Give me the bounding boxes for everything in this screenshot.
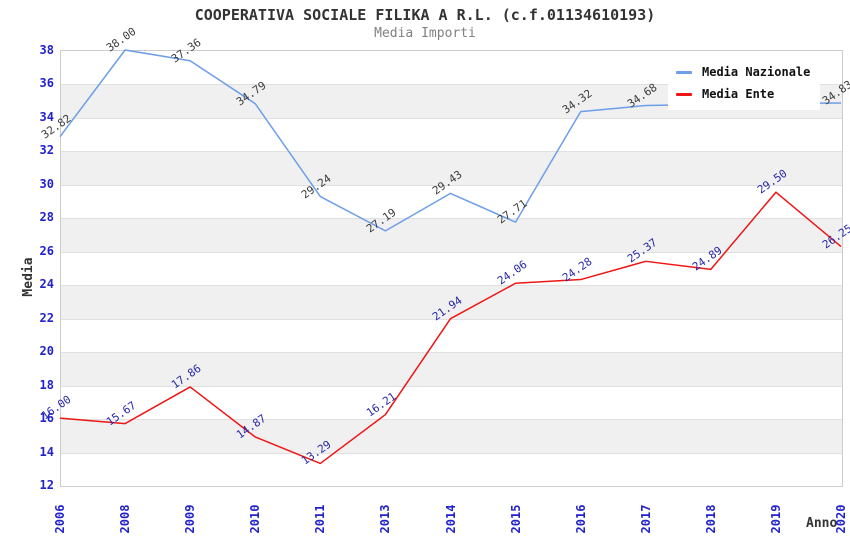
x-tick-label: 2008: [118, 504, 133, 534]
y-tick-label: 24: [39, 277, 54, 292]
plot-band: [61, 385, 842, 420]
gridline: [61, 318, 842, 320]
gridline: [61, 251, 842, 253]
y-tick-label: 36: [39, 76, 54, 91]
x-tick-label: 2016: [573, 504, 588, 534]
x-tick-label: 2015: [508, 504, 523, 534]
legend-item-media-ente: Media Ente: [676, 83, 810, 105]
y-tick-label: 22: [39, 310, 54, 325]
x-tick-label: 2006: [53, 504, 67, 534]
gridline: [61, 117, 842, 119]
legend-label-nazionale: Media Nazionale: [702, 65, 811, 79]
plot-band: [61, 452, 842, 486]
y-tick-label: 16: [39, 411, 54, 426]
x-tick-label: 2011: [313, 504, 328, 534]
gridline: [61, 285, 842, 287]
gridline: [61, 218, 842, 220]
y-tick-label: 28: [39, 210, 54, 225]
legend: Media Nazionale Media Ente: [668, 56, 821, 110]
gridline: [61, 419, 842, 421]
plot-area: [60, 50, 843, 487]
gridline: [61, 352, 842, 354]
plot-band: [61, 318, 842, 353]
legend-line-swatch-ente: [676, 92, 692, 96]
y-tick-label: 20: [39, 344, 54, 359]
y-tick-label: 12: [39, 478, 54, 492]
plot-band: [61, 251, 842, 286]
x-tick-label: 2009: [183, 504, 198, 534]
y-tick-label: 34: [39, 109, 54, 124]
y-tick-label: 26: [39, 243, 54, 258]
chart-title: COOPERATIVA SOCIALE FILIKA A R.L. (c.f.0…: [194, 6, 656, 24]
y-tick-label: 32: [39, 143, 54, 158]
plot-band: [61, 184, 842, 219]
legend-label-ente: Media Ente: [702, 87, 775, 101]
x-tick-label: 2014: [443, 504, 458, 534]
y-tick-label: 14: [39, 444, 54, 459]
x-tick-label: 2018: [703, 504, 718, 534]
legend-item-media-nazionale: Media Nazionale: [676, 61, 810, 83]
x-tick-label: 2020: [834, 504, 848, 534]
x-tick-label: 2013: [378, 504, 393, 534]
y-tick-label: 18: [39, 377, 54, 392]
y-tick-label: 38: [39, 43, 54, 57]
x-tick-label: 2017: [638, 504, 653, 534]
legend-line-swatch-nazionale: [676, 70, 692, 74]
gridline: [61, 151, 842, 153]
x-tick-label: 2010: [248, 504, 263, 534]
y-tick-label: 30: [39, 176, 54, 191]
gridline: [61, 452, 842, 454]
plot-band: [61, 117, 842, 152]
x-tick-label: 2019: [768, 504, 783, 534]
chart-subtitle: Media Importi: [374, 26, 476, 41]
plot-band: [61, 419, 842, 453]
plot-band: [61, 218, 842, 252]
x-axis-title: Anno: [806, 516, 838, 531]
